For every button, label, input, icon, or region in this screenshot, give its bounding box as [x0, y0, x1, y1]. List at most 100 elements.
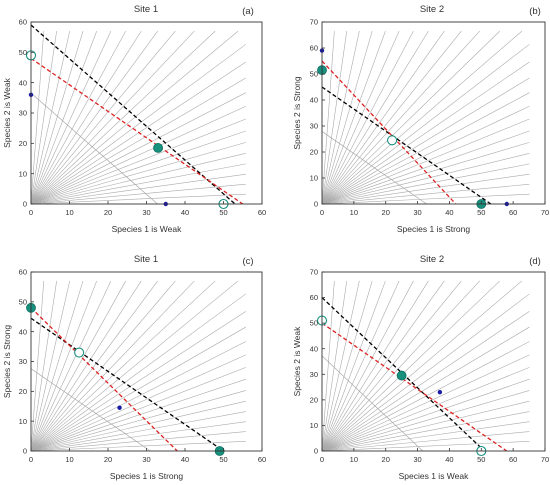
- x-tick-label: 50: [219, 208, 227, 217]
- trajectory-line: [322, 280, 414, 451]
- panel-tag: (b): [529, 6, 541, 17]
- blue-point: [437, 389, 443, 395]
- trajectory-line: [31, 431, 246, 451]
- y-tick-label: 70: [310, 268, 318, 277]
- plot-area: [322, 280, 530, 451]
- separatrix-line: [31, 92, 158, 204]
- y-tick-label: 40: [310, 96, 318, 105]
- x-tick-label: 50: [477, 455, 485, 464]
- trajectory-line: [322, 30, 386, 204]
- trajectory-line: [322, 280, 335, 451]
- y-tick-label: 10: [310, 174, 318, 183]
- trajectory-line: [31, 293, 247, 451]
- x-tick-label: 20: [104, 455, 112, 464]
- x-tick-label: 20: [382, 455, 390, 464]
- y-tick-label: 30: [19, 357, 27, 366]
- trajectory-line: [322, 431, 530, 451]
- trajectory-line: [322, 390, 530, 451]
- axes-frame: [321, 21, 546, 205]
- trajectory-line: [31, 354, 246, 451]
- trajectory-line: [31, 92, 246, 204]
- trajectory-line: [31, 280, 57, 451]
- trajectory-line: [31, 280, 126, 451]
- x-tick-label: 30: [413, 208, 421, 217]
- x-tick-label: 10: [350, 208, 358, 217]
- red-isocline: [322, 60, 457, 204]
- trajectory-line: [322, 61, 530, 204]
- trajectory-line: [31, 280, 142, 451]
- trajectory-line: [322, 30, 414, 204]
- trajectory-line: [322, 118, 530, 204]
- y-tick-label: 20: [310, 148, 318, 157]
- x-tick-label: 0: [320, 208, 324, 217]
- trajectory-line: [31, 421, 246, 451]
- trajectory-line: [322, 341, 530, 451]
- x-tick-label: 0: [29, 208, 33, 217]
- trajectory-line: [31, 130, 246, 204]
- x-tick-label: 10: [350, 455, 358, 464]
- x-tick-label: 40: [181, 455, 189, 464]
- trajectory-line: [31, 30, 158, 204]
- panel-tag: (d): [529, 256, 541, 267]
- trajectory-line: [322, 367, 530, 451]
- x-tick-label: 0: [320, 455, 324, 464]
- x-tick-label: 30: [413, 455, 421, 464]
- trajectory-line: [322, 193, 530, 204]
- trajectory-line: [322, 280, 480, 451]
- y-tick-label: 10: [19, 169, 27, 178]
- y-tick-label: 30: [310, 122, 318, 131]
- trajectory-line: [31, 118, 246, 204]
- y-tick-label: 0: [314, 200, 318, 209]
- trajectory-line: [322, 30, 480, 204]
- trajectory-line: [322, 311, 530, 451]
- trajectory-line: [322, 142, 530, 204]
- y-tick-label: 60: [19, 268, 27, 277]
- x-tick-label: 50: [477, 208, 485, 217]
- x-axis-label: Species 1 is Strong: [110, 471, 184, 481]
- trajectory-line: [31, 30, 97, 204]
- y-tick-label: 20: [19, 387, 27, 396]
- trajectory-line: [322, 280, 373, 451]
- y-axis-label: Species 2 is Weak: [2, 77, 12, 148]
- trajectory-line: [322, 400, 530, 451]
- trajectory-line: [322, 280, 348, 451]
- y-tick-label: 0: [23, 447, 27, 456]
- trajectory-line: [322, 77, 530, 204]
- panel-c: 0 10 20 30 40 50 60 0 10 20 30 40 50 60 Site 1 (c) Speci…: [2, 254, 266, 481]
- trajectory-line: [322, 280, 523, 451]
- trajectory-line: [31, 367, 246, 451]
- y-tick-label: 40: [19, 327, 27, 336]
- trajectory-line: [31, 77, 246, 204]
- black-isocline: [31, 317, 224, 451]
- trajectory-line: [31, 311, 246, 451]
- trajectory-line: [31, 378, 246, 451]
- trajectory-line: [31, 193, 246, 204]
- trajectory-line: [31, 441, 246, 451]
- x-tick-label: 70: [541, 455, 549, 464]
- y-tick-label: 0: [23, 200, 27, 209]
- y-tick-label: 70: [310, 18, 318, 27]
- trajectory-line: [322, 44, 530, 204]
- trajectory-line: [322, 411, 530, 451]
- trajectory-line: [322, 30, 429, 204]
- trajectory-line: [31, 30, 176, 204]
- y-tick-label: 50: [19, 48, 27, 57]
- trajectory-line: [322, 280, 500, 451]
- trajectory-line: [322, 280, 462, 451]
- x-tick-label: 70: [541, 208, 549, 217]
- panel-tag: (c): [242, 256, 253, 267]
- y-tick-label: 10: [19, 417, 27, 426]
- trajectory-line: [31, 30, 239, 204]
- trajectory-line: [322, 354, 530, 451]
- trajectory-line: [31, 400, 246, 451]
- red-isocline: [31, 57, 244, 204]
- trajectory-line: [322, 30, 462, 204]
- red-isocline: [322, 322, 508, 451]
- stable-equilibrium-point: [396, 370, 407, 381]
- trajectory-line: [31, 30, 142, 204]
- trajectory-line: [31, 280, 45, 451]
- trajectory-line: [31, 31, 45, 204]
- trajectory-line: [31, 183, 246, 204]
- x-tick-label: 40: [181, 208, 189, 217]
